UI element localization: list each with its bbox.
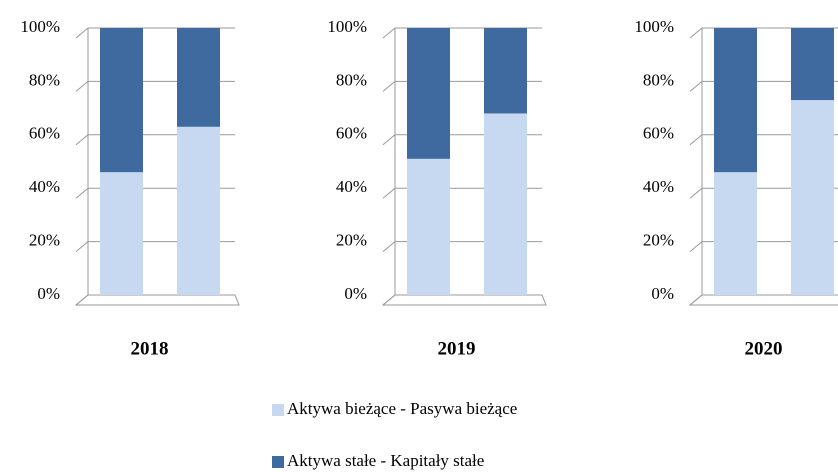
- y-tick-label: 40%: [29, 177, 60, 196]
- y-tick-label: 60%: [336, 124, 367, 143]
- y-tick-label: 0%: [344, 284, 367, 303]
- y-tick-label: 0%: [651, 284, 674, 303]
- y-tick-label: 80%: [29, 70, 60, 89]
- bar-segment: [714, 172, 757, 295]
- grid-line: [382, 294, 542, 306]
- bar-segment: [484, 28, 527, 114]
- chart-title: 2018: [131, 338, 169, 359]
- chart-title: 2020: [745, 338, 783, 359]
- grid-line: [75, 294, 235, 306]
- legend-label: Aktywa stałe - Kapitały stałe: [287, 451, 484, 470]
- y-tick-label: 100%: [634, 17, 674, 36]
- legend-swatch: [272, 404, 284, 416]
- y-tick-label: 100%: [20, 17, 60, 36]
- bar-segment: [177, 126, 220, 295]
- y-tick-label: 60%: [29, 124, 60, 143]
- y-tick-label: 20%: [643, 231, 674, 250]
- bar-segment: [100, 172, 143, 295]
- legend-swatch: [272, 456, 284, 468]
- bar-segment: [177, 28, 220, 127]
- bar-segment: [484, 113, 527, 295]
- bar-segment: [407, 28, 450, 159]
- bar-segment: [407, 158, 450, 295]
- y-tick-label: 20%: [336, 231, 367, 250]
- bar-segment: [100, 28, 143, 173]
- bar-segment: [791, 100, 834, 295]
- bar-segment: [714, 28, 757, 173]
- y-tick-label: 80%: [336, 70, 367, 89]
- y-tick-label: 40%: [336, 177, 367, 196]
- floor: [688, 294, 838, 306]
- bar-segment: [791, 28, 834, 101]
- legend-label: Aktywa bieżące - Pasywa bieżące: [287, 399, 517, 418]
- grid-line: [689, 294, 838, 306]
- y-tick-label: 60%: [643, 124, 674, 143]
- floor: [74, 294, 240, 306]
- floor: [381, 294, 547, 306]
- y-tick-label: 80%: [643, 70, 674, 89]
- y-tick-label: 100%: [327, 17, 367, 36]
- y-tick-label: 20%: [29, 231, 60, 250]
- chart-title: 2019: [438, 338, 476, 359]
- y-tick-label: 0%: [37, 284, 60, 303]
- y-tick-label: 40%: [643, 177, 674, 196]
